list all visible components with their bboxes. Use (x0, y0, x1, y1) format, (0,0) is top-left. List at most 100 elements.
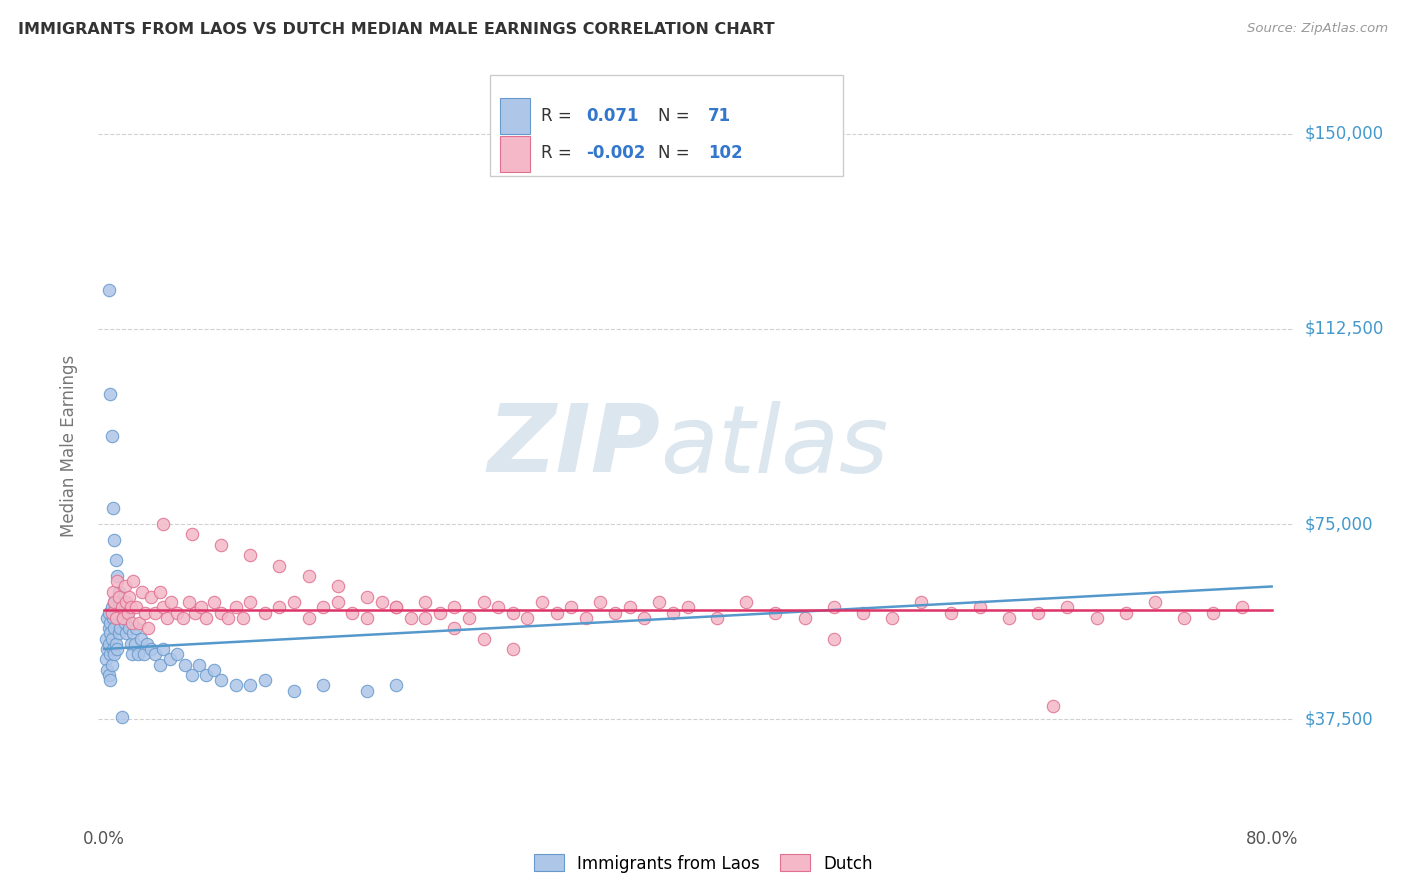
Point (122, 574, 145, 589)
Point (103, 595, 125, 609)
Point (516, 611, 538, 625)
Point (443, 600, 465, 615)
Point (100, 428, 122, 442)
Point (108, 626, 131, 640)
Point (100, 606, 122, 620)
Text: 0.071: 0.071 (586, 106, 638, 125)
Point (195, 611, 218, 625)
Point (486, 600, 509, 615)
Point (98, 387, 121, 401)
Point (128, 615, 150, 630)
Point (152, 642, 174, 657)
Point (120, 637, 142, 651)
Point (117, 606, 139, 620)
Point (217, 611, 239, 625)
Point (188, 657, 211, 672)
Point (502, 606, 524, 620)
Point (648, 595, 671, 609)
Text: ZIP: ZIP (488, 400, 661, 492)
Point (96, 642, 118, 657)
Point (105, 611, 128, 625)
Text: $37,500: $37,500 (1305, 710, 1374, 728)
Text: IMMIGRANTS FROM LAOS VS DUTCH MEDIAN MALE EARNINGS CORRELATION CHART: IMMIGRANTS FROM LAOS VS DUTCH MEDIAN MAL… (18, 22, 775, 37)
Point (413, 595, 436, 609)
Point (1026, 606, 1049, 620)
Point (100, 600, 122, 615)
Point (101, 642, 124, 657)
Point (458, 611, 481, 625)
Point (180, 668, 202, 682)
Point (765, 606, 787, 620)
Point (101, 584, 124, 599)
Point (326, 595, 349, 609)
Point (114, 615, 136, 630)
Point (502, 642, 524, 657)
Point (312, 678, 335, 692)
Point (180, 527, 202, 541)
Point (253, 606, 276, 620)
Point (1143, 595, 1166, 609)
Point (105, 569, 128, 583)
Point (108, 595, 131, 609)
Point (121, 647, 143, 661)
Point (111, 600, 134, 615)
Point (239, 548, 262, 563)
Point (98, 647, 121, 661)
Point (112, 606, 135, 620)
Point (356, 590, 378, 604)
Point (269, 600, 291, 615)
Point (98, 673, 121, 688)
Point (1056, 600, 1078, 615)
Point (127, 647, 149, 661)
Text: -0.002: -0.002 (586, 144, 645, 162)
Point (546, 606, 568, 620)
Point (115, 626, 138, 640)
Text: 71: 71 (709, 106, 731, 125)
Point (143, 647, 166, 661)
Point (149, 657, 172, 672)
Point (103, 595, 125, 609)
Point (429, 606, 451, 620)
Point (195, 668, 218, 682)
Point (104, 606, 127, 620)
Point (97, 283, 120, 297)
Point (735, 595, 758, 609)
Point (356, 683, 378, 698)
Point (143, 606, 166, 620)
Text: Source: ZipAtlas.com: Source: ZipAtlas.com (1247, 22, 1388, 36)
Point (122, 626, 145, 640)
Text: 102: 102 (709, 144, 742, 162)
Point (269, 558, 291, 573)
Point (283, 683, 305, 698)
Point (105, 574, 128, 589)
Point (97, 637, 120, 651)
Point (209, 538, 232, 552)
Point (94, 632, 117, 646)
Point (385, 678, 408, 692)
Point (531, 595, 554, 609)
Point (135, 637, 157, 651)
Point (97, 668, 120, 682)
Point (385, 600, 408, 615)
Text: R =: R = (541, 106, 576, 125)
Point (139, 590, 162, 604)
Text: R =: R = (541, 144, 576, 162)
Point (97, 606, 120, 620)
Point (342, 606, 364, 620)
Point (103, 533, 125, 547)
Point (173, 657, 195, 672)
FancyBboxPatch shape (501, 98, 530, 135)
Point (472, 595, 495, 609)
Point (239, 678, 262, 692)
Text: N =: N = (658, 144, 695, 162)
Point (1202, 606, 1225, 620)
Point (385, 600, 408, 615)
Point (166, 606, 188, 620)
Point (706, 611, 728, 625)
Point (121, 615, 143, 630)
Y-axis label: Median Male Earnings: Median Male Earnings (59, 355, 77, 537)
Point (1173, 611, 1195, 625)
Point (1085, 611, 1108, 625)
Point (852, 606, 875, 620)
Point (589, 595, 612, 609)
